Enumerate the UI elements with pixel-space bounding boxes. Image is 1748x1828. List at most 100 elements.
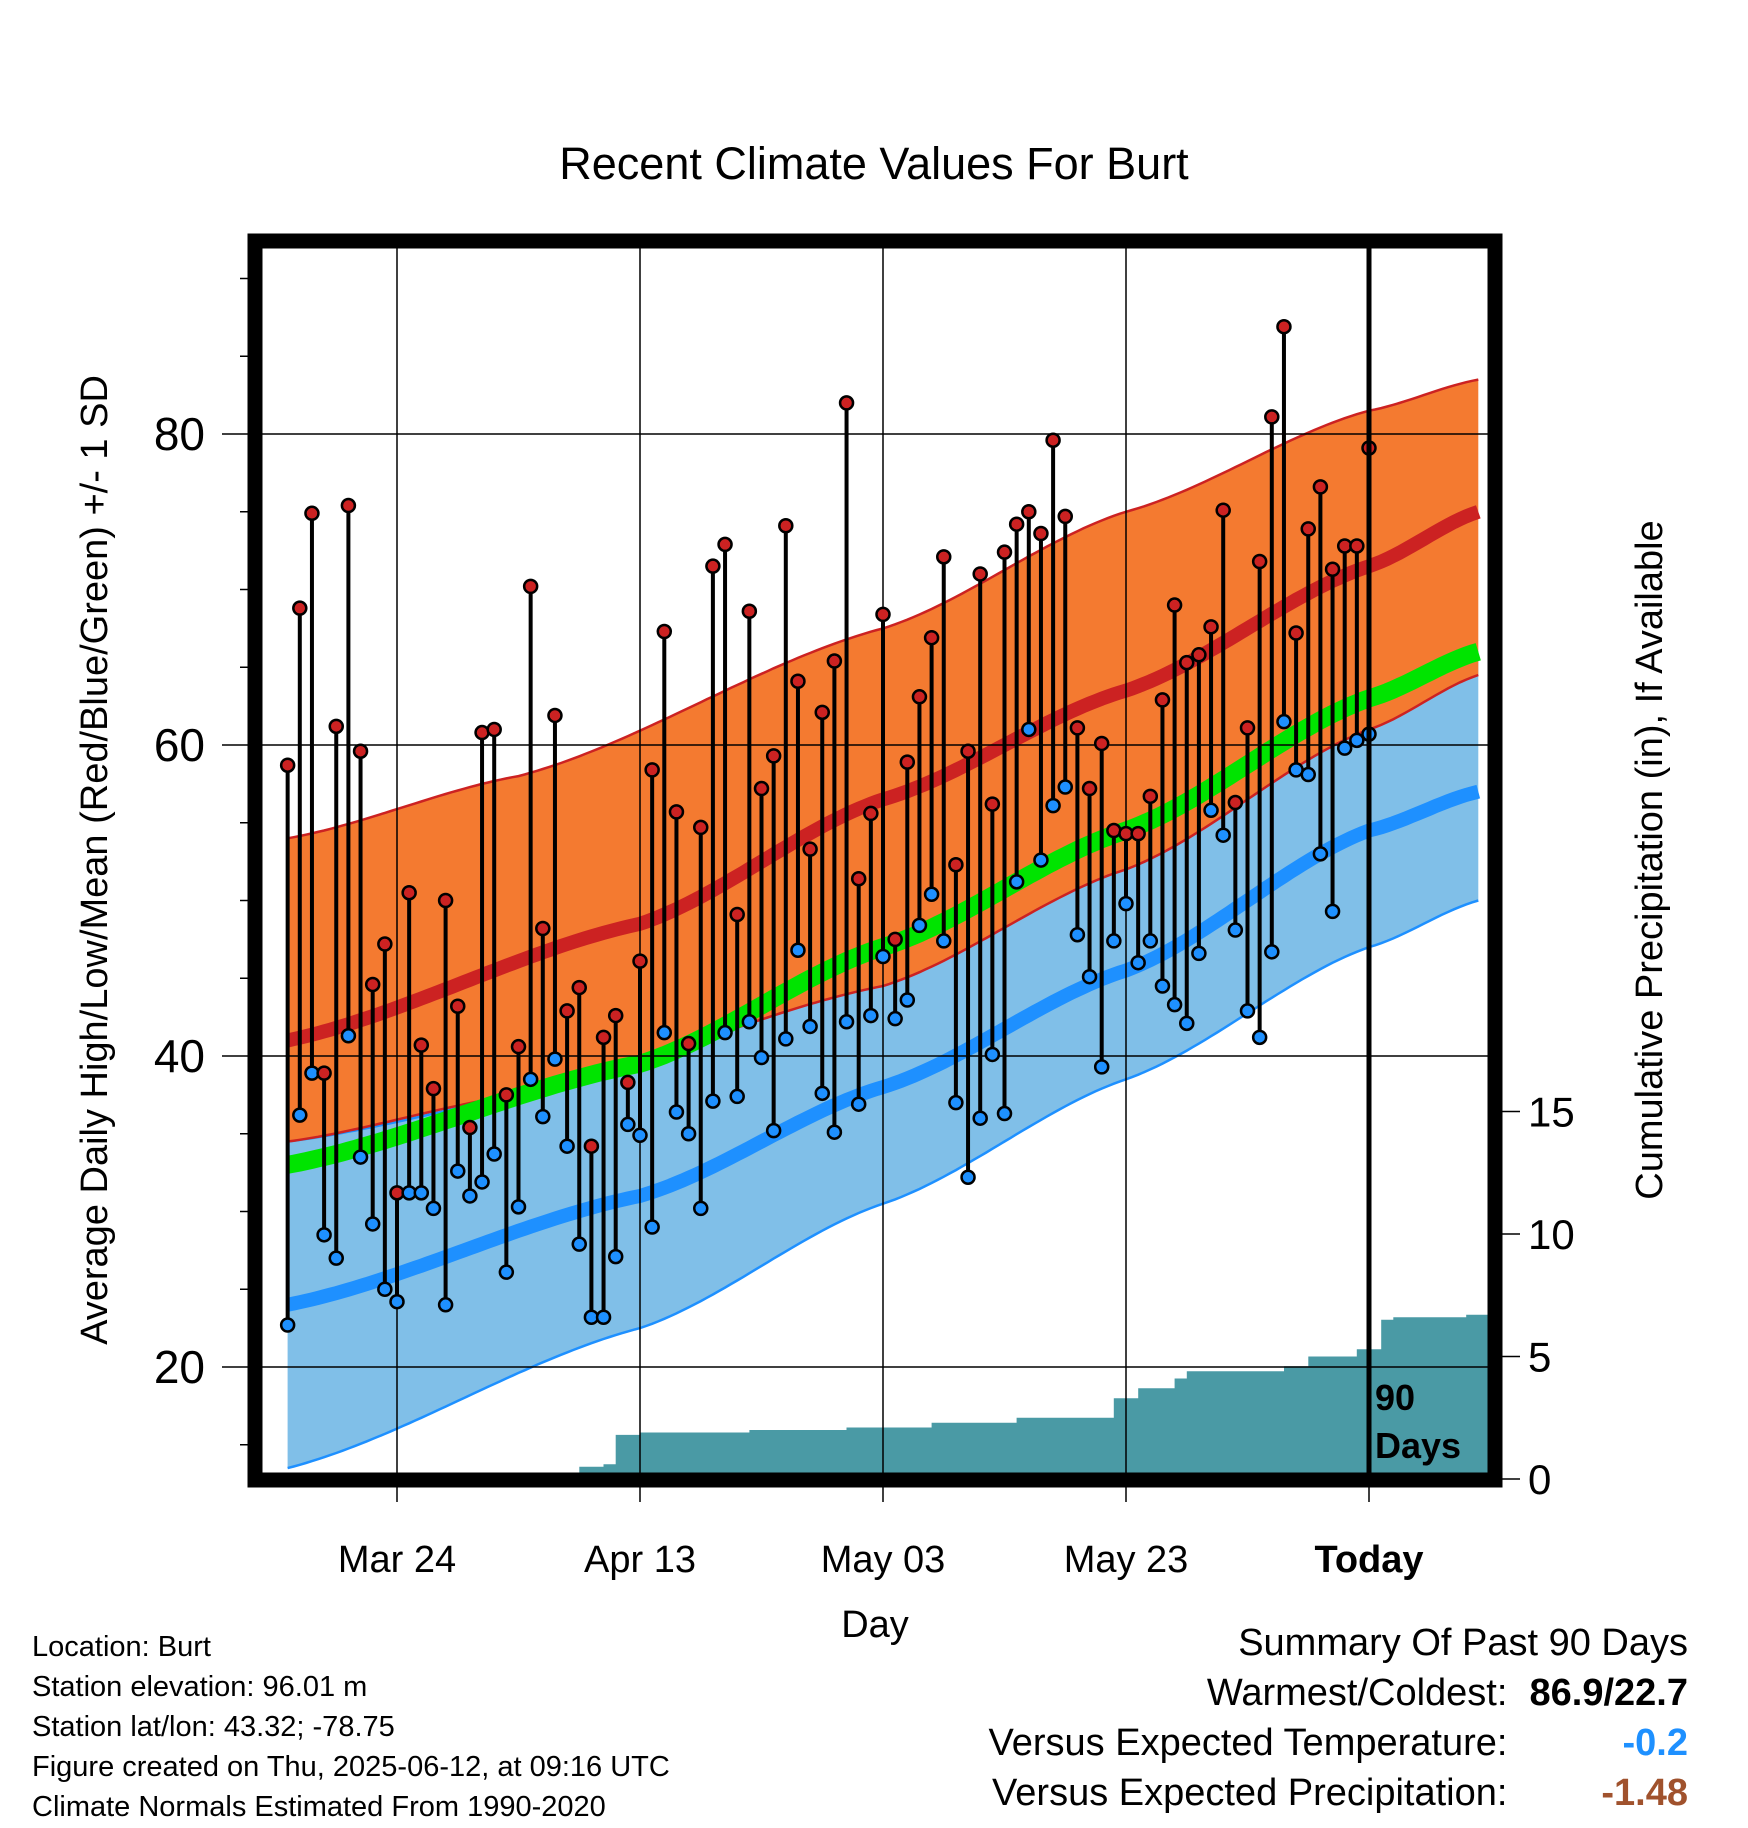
y-right-axis-label: Cumulative Precipitation (in), If Availa… [1629, 520, 1671, 1199]
chart-title: Recent Climate Values For Burt [559, 138, 1189, 189]
daily-low-point [1239, 1003, 1256, 1019]
daily-high-point [462, 1119, 478, 1136]
daily-high-point [279, 757, 296, 773]
daily-high-point [498, 1087, 515, 1103]
daily-low-point [1166, 996, 1183, 1013]
daily-low-point [1033, 852, 1049, 868]
daily-high-point [292, 600, 308, 616]
daily-low-point [778, 1031, 794, 1047]
daily-low-point [863, 1007, 879, 1024]
daily-high-point [1300, 521, 1316, 537]
daily-low-point [535, 1108, 551, 1125]
daily-low-point [887, 1010, 903, 1027]
precip-value: -1.48 [1601, 1772, 1688, 1814]
daily-high-point [437, 892, 454, 909]
precipitation-area [579, 1314, 1488, 1473]
daily-low-point [620, 1116, 636, 1133]
daily-high-point [571, 979, 587, 996]
daily-low-point [486, 1146, 502, 1162]
daily-low-point [437, 1297, 454, 1313]
daily-high-point [1154, 692, 1171, 708]
daily-high-point [1142, 788, 1159, 805]
daily-low-point [1300, 766, 1316, 783]
daily-low-point [1057, 779, 1073, 795]
daily-high-point [1130, 825, 1146, 842]
y-right-tick-label: 15 [1528, 1089, 1575, 1136]
x-tick-label: May 03 [821, 1539, 946, 1581]
y-left-tick-label: 60 [154, 719, 205, 771]
daily-low-point [1045, 797, 1061, 814]
daily-high-point [778, 517, 794, 534]
daily-low-point [972, 1110, 988, 1126]
daily-low-point [595, 1309, 612, 1325]
daily-high-point [401, 884, 417, 901]
daily-high-point [948, 856, 964, 873]
daily-high-point [1251, 553, 1268, 570]
daily-low-point [1227, 922, 1244, 938]
daily-high-point [753, 780, 770, 797]
daily-high-point [583, 1138, 600, 1154]
daily-high-point [328, 718, 344, 735]
daily-high-point [510, 1038, 527, 1055]
daily-low-point [1191, 945, 1207, 962]
daily-high-point [1045, 432, 1061, 448]
daily-low-point [1106, 933, 1122, 949]
daily-high-point [875, 606, 891, 623]
daily-high-point [1093, 735, 1110, 752]
daily-low-point [364, 1216, 381, 1232]
daily-low-point [790, 942, 806, 959]
temp-label: Versus Expected Temperature: [988, 1722, 1508, 1764]
daily-low-point [328, 1250, 344, 1266]
daily-low-point [1336, 740, 1353, 756]
daily-high-point [923, 629, 940, 646]
daily-low-point [389, 1293, 405, 1310]
precip-label: Versus Expected Precipitation: [992, 1772, 1508, 1814]
daily-low-point [1081, 968, 1098, 985]
meta-normals: Climate Normals Estimated From 1990-2020 [32, 1791, 606, 1823]
summary-precipitation: Versus Expected Precipitation: -1.48 [992, 1772, 1688, 1815]
daily-low-point [729, 1088, 745, 1105]
daily-low-point [559, 1138, 575, 1154]
daily-low-point [279, 1317, 296, 1333]
y-right-tick-label: 5 [1528, 1334, 1551, 1381]
daily-low-point [1324, 903, 1341, 920]
daily-low-point [838, 1014, 855, 1030]
daily-high-point [887, 931, 903, 948]
daily-high-point [486, 721, 502, 738]
daily-high-point [425, 1080, 442, 1097]
x-tick-label: Today [1314, 1539, 1423, 1581]
daily-high-point [790, 673, 806, 689]
daily-low-point [377, 1281, 393, 1297]
today-marker: 90 Days [1366, 248, 1461, 1473]
daily-high-point [899, 754, 916, 770]
daily-low-point [462, 1188, 478, 1204]
axes: 20 40 60 80 0 5 10 15 Mar 24 Apr 13 May 03 May 23 To… [74, 277, 1671, 1646]
daily-high-point [705, 558, 721, 574]
daily-low-point [826, 1124, 843, 1140]
x-tick-label: Mar 24 [338, 1539, 456, 1581]
daily-high-point [364, 976, 381, 993]
daily-low-point [1215, 827, 1231, 843]
daily-high-point [996, 544, 1013, 560]
meta-location: Location: Burt [32, 1631, 211, 1663]
daily-low-point [1008, 874, 1025, 890]
daily-high-point [1215, 502, 1231, 518]
y-left-tick-label: 40 [154, 1030, 205, 1082]
daily-low-point [1312, 846, 1329, 862]
daily-observations [279, 318, 1377, 1333]
daily-low-point [425, 1200, 442, 1217]
daily-high-point [656, 623, 673, 640]
y-left-tick-label: 80 [154, 408, 205, 460]
daily-high-point [693, 819, 709, 836]
daily-low-point [948, 1094, 964, 1111]
daily-high-point [535, 920, 551, 937]
daily-low-point [765, 1122, 782, 1139]
daily-low-point [1264, 944, 1280, 960]
daily-low-point [474, 1174, 490, 1190]
daily-high-point [1288, 625, 1304, 641]
daily-low-point [1118, 895, 1134, 912]
daily-high-point [1057, 508, 1073, 525]
daily-low-point [1203, 802, 1219, 819]
daily-high-point [972, 566, 988, 582]
daily-low-point [632, 1127, 648, 1144]
